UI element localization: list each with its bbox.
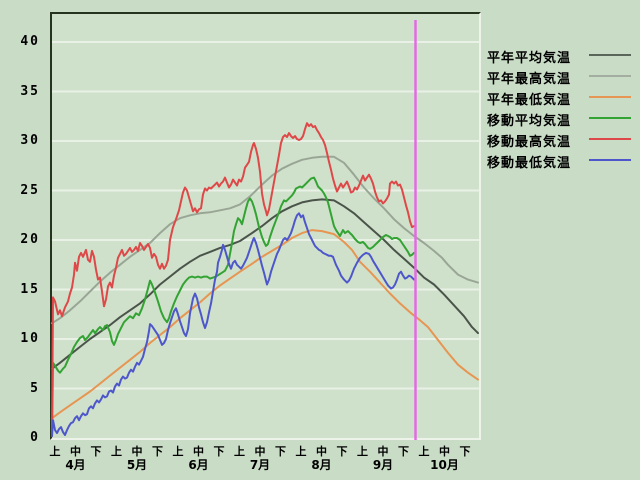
x-axis-decade-label: 中 xyxy=(377,445,389,458)
y-axis-label-0: 0 xyxy=(30,430,40,445)
plot-area xyxy=(50,12,481,440)
y-axis-label-25: 25 xyxy=(20,182,40,198)
legend-line-swatch xyxy=(589,54,631,56)
x-axis-decade-label: 上 xyxy=(49,445,61,458)
x-axis-month-label-7月: 7月 xyxy=(249,458,271,472)
x-axis-decade-label: 中 xyxy=(70,445,81,458)
x-axis-decade-label: 下 xyxy=(213,445,225,458)
legend-label: 移動平均気温 xyxy=(487,114,572,129)
legend-label: 平年最低気温 xyxy=(487,93,572,108)
series-line-0 xyxy=(51,198,479,370)
x-axis-decade-label: 上 xyxy=(357,445,368,458)
y-axis-label-20: 20 xyxy=(20,232,40,247)
series-line-5 xyxy=(51,212,415,437)
legend-label: 平年最高気温 xyxy=(487,72,572,87)
y-axis-label-15: 15 xyxy=(20,281,40,297)
x-axis-decade-label: 下 xyxy=(275,445,286,458)
y-axis-label-35: 35 xyxy=(20,83,40,99)
legend-row-0: 平年平均気温 xyxy=(487,47,637,66)
series-line-1 xyxy=(51,155,479,325)
x-axis-decade-label: 中 xyxy=(439,445,450,458)
legend-line-swatch xyxy=(589,75,631,77)
series-line-2 xyxy=(51,229,479,420)
y-axis-label-40: 40 xyxy=(20,34,40,49)
x-axis-decade-label: 上 xyxy=(234,445,245,458)
x-axis-decade-label: 下 xyxy=(398,445,409,458)
legend-label: 平年平均気温 xyxy=(487,51,572,66)
y-axis-label-30: 30 xyxy=(20,133,40,148)
series-line-3 xyxy=(51,176,415,437)
x-axis-decade-label: 上 xyxy=(418,445,430,458)
x-axis-decade-label: 中 xyxy=(131,445,143,458)
series-line-4 xyxy=(51,122,415,437)
x-axis-month-label-8月: 8月 xyxy=(311,458,332,472)
legend-line-swatch xyxy=(589,96,631,98)
y-axis-label-10: 10 xyxy=(20,331,40,346)
x-axis-month-label-10月: 10月 xyxy=(430,458,459,472)
legend-row-2: 平年最低気温 xyxy=(487,89,637,108)
legend-label: 移動最低気温 xyxy=(487,156,572,171)
x-axis-month-label-5月: 5月 xyxy=(126,458,148,472)
x-axis-decade-label: 上 xyxy=(111,445,122,458)
x-axis-month-label-9月: 9月 xyxy=(372,458,394,472)
legend-line-swatch xyxy=(589,117,631,119)
x-axis-month-label-4月: 4月 xyxy=(65,458,86,472)
x-axis-decade-label: 中 xyxy=(193,445,204,458)
legend-label: 移動最高気温 xyxy=(487,135,572,150)
y-axis-label-5: 5 xyxy=(30,380,40,396)
x-axis-decade-label: 中 xyxy=(316,445,327,458)
legend-row-1: 平年最高気温 xyxy=(487,68,637,87)
legend-row-3: 移動平均気温 xyxy=(487,110,637,129)
x-axis-decade-label: 上 xyxy=(172,445,184,458)
x-axis-decade-label: 上 xyxy=(295,445,307,458)
x-axis-decade-label: 下 xyxy=(152,445,163,458)
x-axis-month-label-6月: 6月 xyxy=(188,458,209,472)
x-axis-decade-label: 下 xyxy=(336,445,348,458)
x-axis-decade-label: 下 xyxy=(90,445,102,458)
x-axis-decade-label: 下 xyxy=(459,445,471,458)
legend-line-swatch xyxy=(589,138,631,140)
legend-row-4: 移動最高気温 xyxy=(487,131,637,150)
legend-row-5: 移動最低気温 xyxy=(487,152,637,171)
legend-line-swatch xyxy=(589,159,631,161)
x-axis-decade-label: 中 xyxy=(254,445,266,458)
